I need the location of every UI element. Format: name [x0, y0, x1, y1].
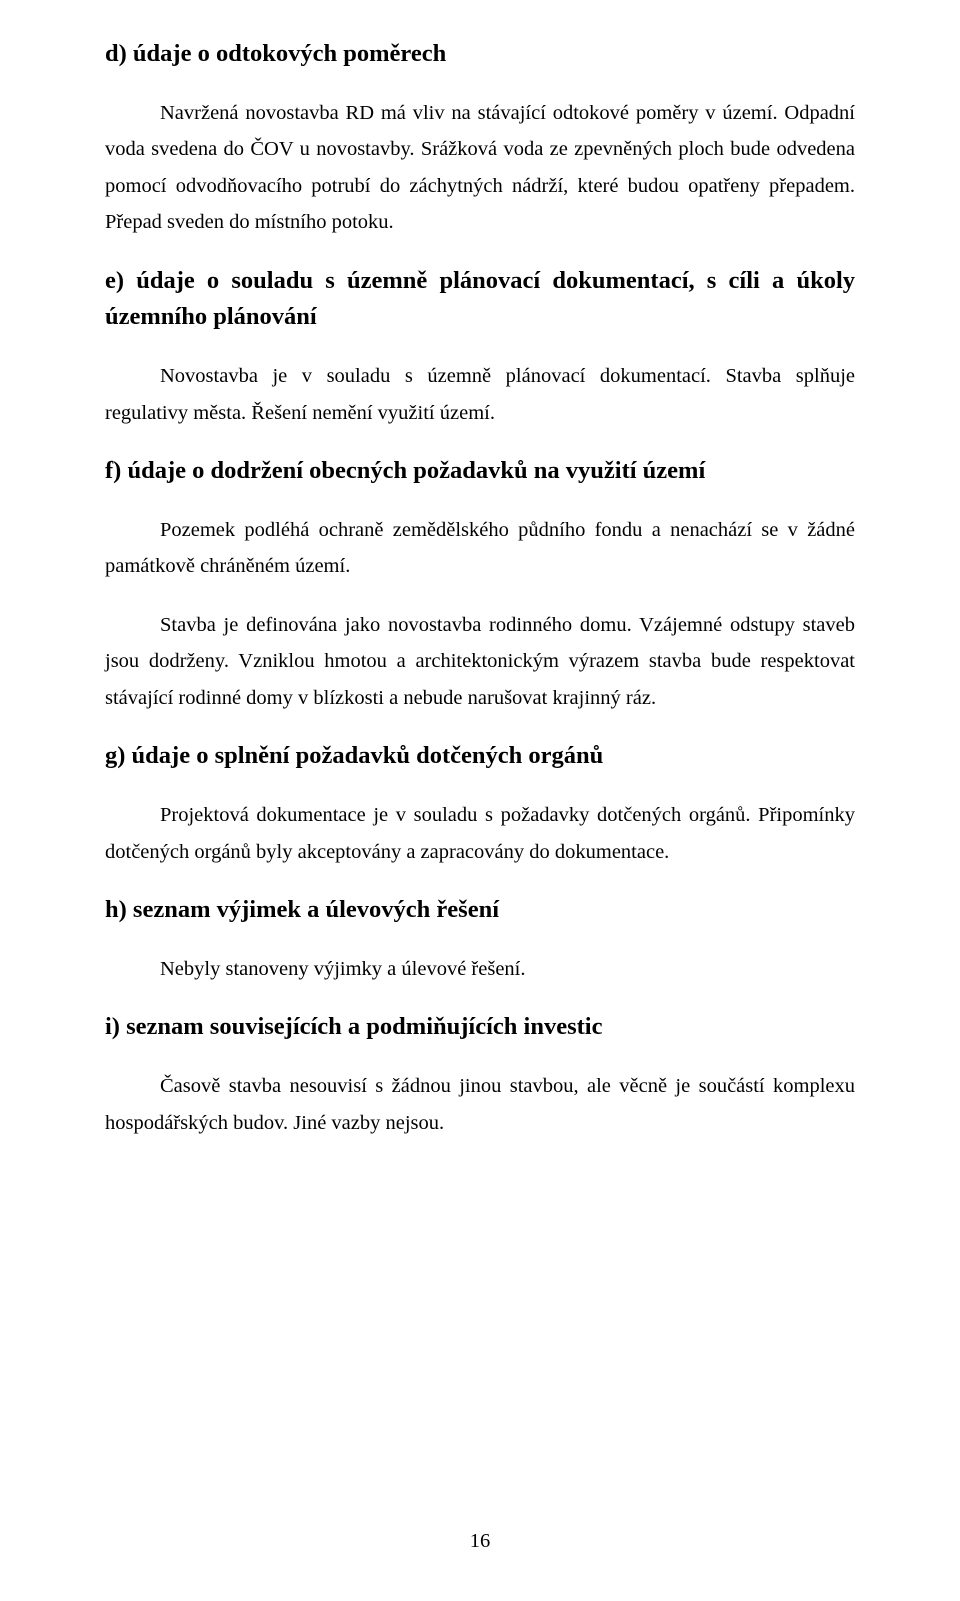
section-h-heading: h) seznam výjimek a úlevových řešení	[105, 892, 855, 929]
section-f-heading: f) údaje o dodržení obecných požadavků n…	[105, 453, 855, 490]
section-i-heading: i) seznam souvisejících a podmiňujících …	[105, 1009, 855, 1046]
section-f-paragraph-2: Stavba je definována jako novostavba rod…	[105, 607, 855, 716]
section-d-heading: d) údaje o odtokových poměrech	[105, 36, 855, 73]
section-e-heading: e) údaje o souladu s územně plánovací do…	[105, 263, 855, 337]
page-number: 16	[0, 1530, 960, 1553]
section-d-paragraph: Navržená novostavba RD má vliv na stávaj…	[105, 95, 855, 241]
section-g-heading: g) údaje o splnění požadavků dotčených o…	[105, 738, 855, 775]
section-g-paragraph: Projektová dokumentace je v souladu s po…	[105, 797, 855, 870]
section-i-paragraph: Časově stavba nesouvisí s žádnou jinou s…	[105, 1068, 855, 1141]
section-f-paragraph-1: Pozemek podléhá ochraně zemědělského půd…	[105, 512, 855, 585]
section-h-paragraph: Nebyly stanoveny výjimky a úlevové řešen…	[105, 951, 855, 987]
document-page: d) údaje o odtokových poměrech Navržená …	[0, 0, 960, 1601]
section-e-paragraph: Novostavba je v souladu s územně plánova…	[105, 358, 855, 431]
